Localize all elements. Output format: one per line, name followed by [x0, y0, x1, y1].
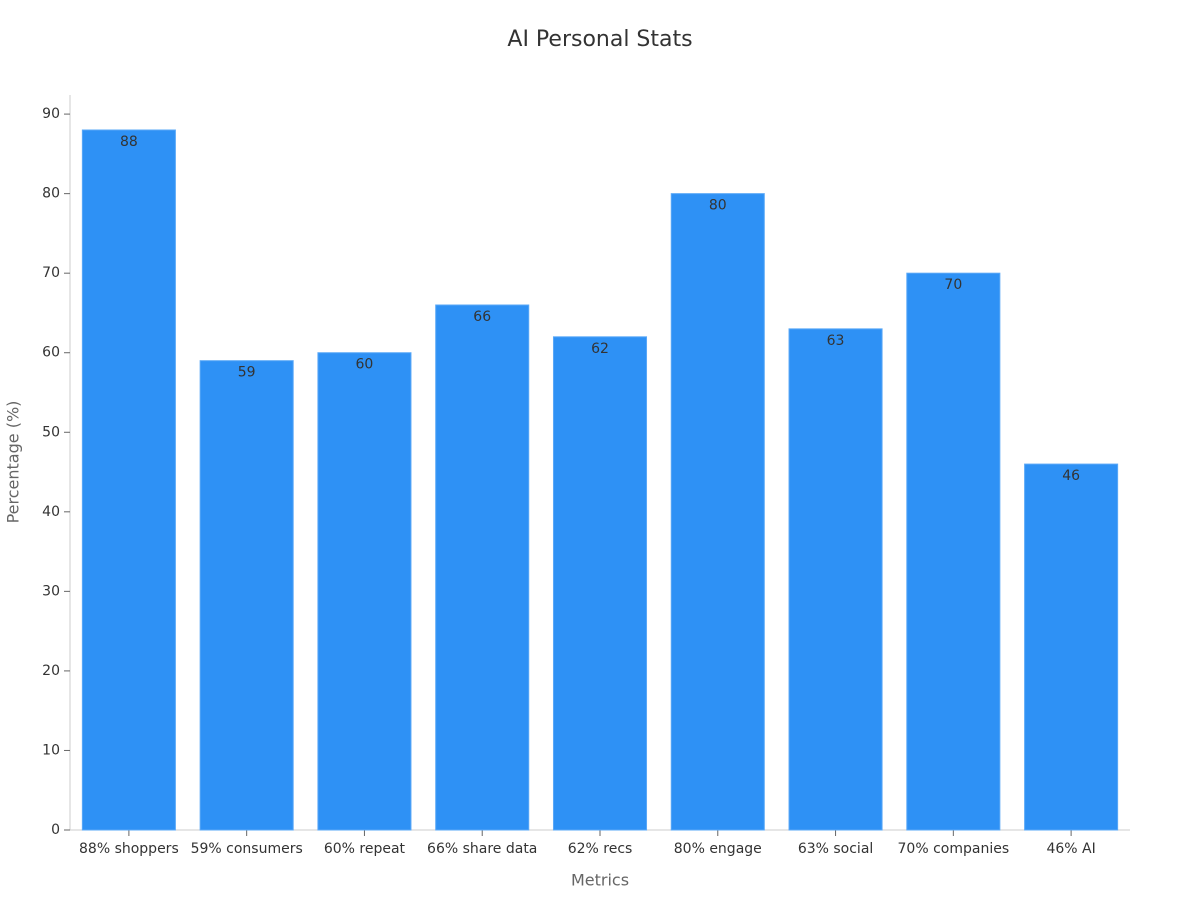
value-label: 46	[1062, 468, 1080, 484]
bar	[906, 272, 1001, 831]
bar	[317, 352, 412, 831]
bar	[81, 129, 176, 831]
y-tick-label: 70	[42, 265, 60, 281]
value-label: 66	[473, 309, 491, 325]
value-label: 60	[356, 357, 374, 373]
y-axis-label: Percentage (%)	[4, 401, 23, 524]
value-label: 62	[591, 341, 609, 357]
value-label: 88	[120, 134, 138, 150]
bar	[552, 336, 648, 831]
y-tick-label: 60	[42, 345, 60, 361]
bar	[670, 193, 765, 831]
y-tick-label: 80	[42, 186, 60, 202]
x-tick-label: 80% engage	[674, 841, 762, 857]
value-label: 70	[944, 277, 962, 293]
x-tick-label: 63% social	[798, 841, 873, 857]
value-label: 80	[709, 198, 727, 214]
x-tick-label: 62% recs	[568, 841, 633, 857]
x-axis-label: Metrics	[571, 871, 629, 890]
x-tick-label: 60% repeat	[324, 841, 406, 857]
x-tick-label: 46% AI	[1046, 841, 1095, 857]
x-tick-label: 66% share data	[427, 841, 537, 857]
bar	[1024, 463, 1119, 831]
y-tick-label: 40	[42, 504, 60, 520]
x-tick-label: 70% companies	[898, 841, 1010, 857]
bar	[435, 304, 530, 831]
value-label: 59	[238, 365, 256, 381]
y-tick-label: 30	[42, 583, 60, 599]
chart-title: AI Personal Stats	[507, 27, 692, 52]
x-tick-label: 59% consumers	[191, 841, 303, 857]
y-tick-label: 0	[51, 822, 60, 838]
y-tick-label: 20	[42, 663, 60, 679]
y-tick-label: 50	[42, 424, 60, 440]
y-tick-label: 10	[42, 742, 60, 758]
bar	[788, 328, 883, 831]
bar	[199, 360, 294, 831]
x-tick-label: 88% shoppers	[79, 841, 179, 857]
y-tick-label: 90	[42, 106, 60, 122]
value-label: 63	[827, 333, 845, 349]
